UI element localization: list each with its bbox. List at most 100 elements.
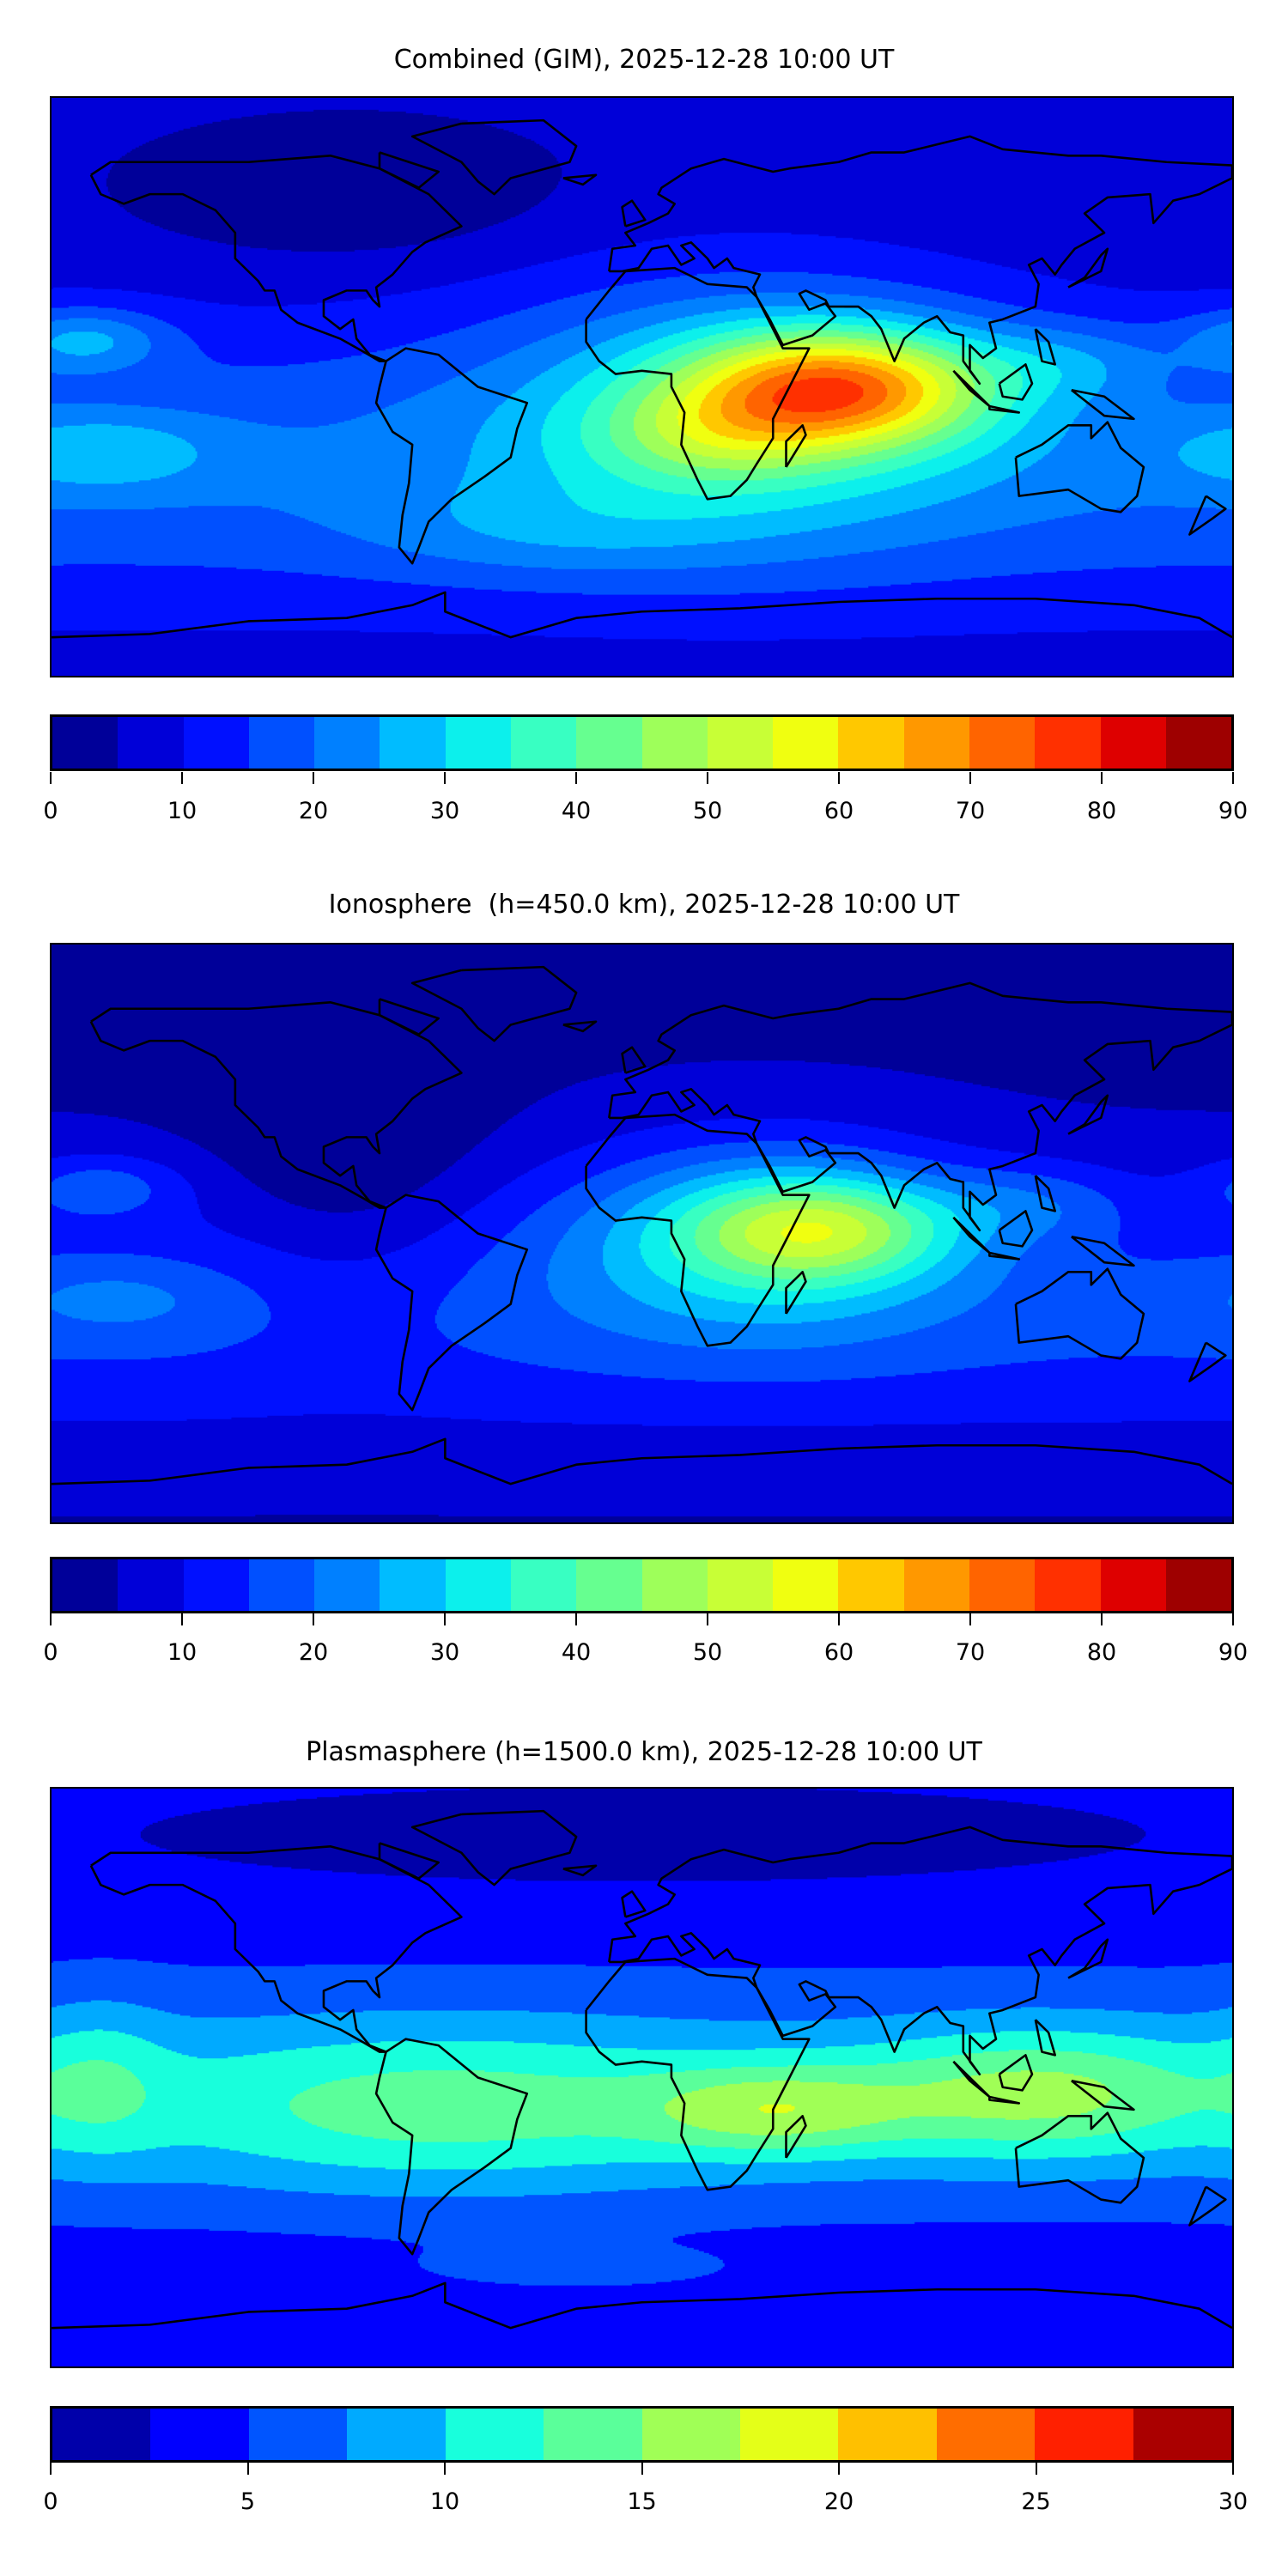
colorbar-tick [575,772,577,784]
colorbar-level [52,1559,118,1611]
colorbar-tick-label: 20 [298,798,329,824]
colorbar-level [445,1559,511,1611]
colorbar-level [52,2409,151,2460]
colorbar-level [248,2409,348,2460]
colorbar-tick [969,1613,971,1625]
colorbar-level [248,1559,315,1611]
coastline-segment [1188,495,1227,536]
coastline-segment [621,199,647,228]
coastline-segment [52,2281,1232,2330]
colorbar-tick [1232,772,1234,784]
colorbar-level [150,2409,249,2460]
coastline-segment [562,1020,598,1033]
colorbar [50,714,1234,771]
colorbar-tick [444,1613,446,1625]
colorbar-level [1035,1559,1101,1611]
coastline-segment [621,1046,647,1074]
colorbar-tick [313,1613,314,1625]
chart-title: Combined (GIM), 2025-12-28 10:00 UT [393,45,895,75]
coastline-segment [785,424,807,468]
tec-contour-fill [52,1789,1232,2366]
chart-title: Plasmasphere (h=1500.0 km), 2025-12-28 1… [306,1737,982,1767]
colorbar-tick [181,772,183,784]
coastline-segment [988,1251,1021,1261]
colorbar-tick-label: 10 [167,1639,197,1666]
coastlines [52,1809,1232,2330]
colorbar-level [314,1559,380,1611]
colorbar-tick-label: 30 [1218,2488,1249,2515]
colorbar-tick [838,2463,840,2475]
colorbar-level [183,717,249,769]
coastline-segment [1014,421,1145,513]
coastline-segment [998,2054,1034,2092]
colorbar-tick [1232,2463,1234,2475]
colorbar-tick [181,1613,183,1625]
colorbar-level [544,2409,642,2460]
colorbar-level [739,2409,839,2460]
coastline-segment [52,591,1232,639]
colorbar-level [248,717,315,769]
colorbar-level [936,2409,1036,2460]
colorbar-level [380,1559,446,1611]
colorbar-tick-label: 10 [429,2488,460,2515]
coastline-segment [585,1113,811,1347]
coastline-segment [1067,1094,1109,1135]
colorbar-tick-label: 80 [1086,798,1117,824]
coastline-segment [410,1809,578,1886]
coastline-segment [410,118,578,196]
colorbar-level [1035,2409,1133,2460]
colorbar-level [707,1559,774,1611]
coastline-segment [1067,1938,1109,1979]
colorbar-level [1165,717,1232,769]
colorbar-level [510,717,577,769]
colorbar-tick-label: 15 [627,2488,657,2515]
coastline-segment [988,404,1021,414]
colorbar-level [641,1559,708,1611]
coastline-segment [952,1216,991,1255]
colorbar-tick [575,1613,577,1625]
colorbar-tick [50,772,52,784]
colorbar-tick-label: 90 [1218,798,1249,824]
colorbar-level [707,717,774,769]
colorbar-tick [50,2463,52,2475]
colorbar-tick-label: 60 [823,1639,854,1666]
colorbar-level [903,1559,969,1611]
colorbar-tick [707,1613,708,1625]
colorbar-tick-label: 70 [955,798,986,824]
coastline-segment [89,1845,463,2053]
colorbar-level [1035,717,1101,769]
map-ionosphere [50,943,1234,1524]
colorbar-tick [969,772,971,784]
colorbar-tick-label: 70 [955,1639,986,1666]
colorbar-level [118,717,184,769]
colorbar-level [183,1559,249,1611]
coastline-segment [785,1271,807,1315]
tec-contour-fill [52,98,1232,676]
colorbar-level [838,2409,937,2460]
colorbar-level [773,717,839,769]
coastline-segment [89,1001,463,1209]
coastline-segment [562,1864,598,1877]
coastline-segment [585,1957,811,2191]
colorbar-tick-label: 5 [240,2488,256,2515]
colorbar-tick [444,772,446,784]
coastline-segment [1071,1236,1135,1267]
coastlines [52,118,1232,639]
colorbar-tick [1232,1613,1234,1625]
coastline-segment [998,1210,1034,1248]
colorbar-tick-label: 25 [1021,2488,1051,2515]
map-plasmasphere [50,1787,1234,2368]
coastline-segment [378,998,440,1036]
coastline-segment [1188,2185,1227,2227]
colorbar-tick-label: 20 [823,2488,854,2515]
colorbar-level [1100,1559,1166,1611]
coastline-segment [608,1826,1232,2076]
coastline-segment [1071,389,1135,421]
colorbar-tick-label: 50 [692,1639,723,1666]
coastline-segment [1034,1175,1056,1212]
colorbar-tick-label: 30 [429,1639,460,1666]
coastline-segment [1034,328,1056,366]
chart-title: Ionosphere (h=450.0 km), 2025-12-28 10:0… [328,890,960,920]
colorbar-level [773,1559,839,1611]
colorbar-level [52,717,118,769]
